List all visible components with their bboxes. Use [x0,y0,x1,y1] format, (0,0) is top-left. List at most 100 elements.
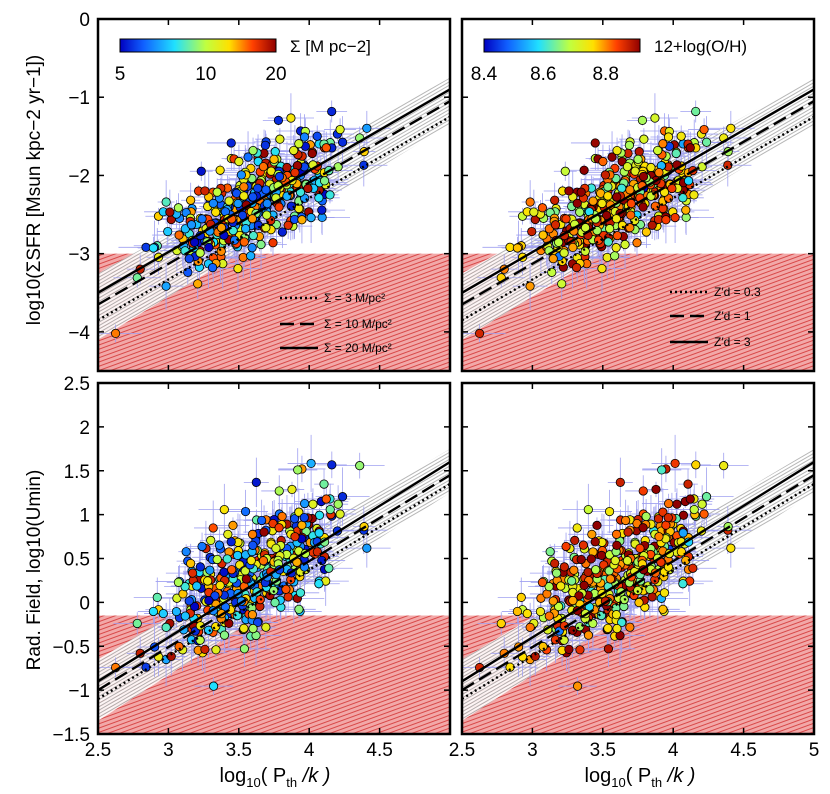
data-point [654,167,664,178]
data-point [626,198,636,209]
data-point [219,505,229,515]
data-point [653,514,664,524]
data-point [247,529,258,539]
colorbar-label: 12+log(O/H) [654,37,747,56]
data-point [228,520,238,531]
data-point [258,162,269,172]
y-tick-label: 2 [79,418,90,439]
data-point [253,183,263,193]
data-point [192,581,202,591]
data-point [297,215,307,225]
data-point [337,492,348,502]
data-point [529,207,539,217]
data-point [516,592,526,602]
data-point [658,139,668,149]
data-point [294,139,304,149]
data-point [691,460,701,470]
data-point [210,591,220,601]
data-point [333,499,343,509]
data-point [641,227,651,237]
data-point [248,145,258,156]
data-point [161,281,171,291]
data-point [653,145,663,156]
data-point [362,123,372,133]
data-point [203,576,213,586]
colorbar-tick: 8.6 [530,64,556,85]
data-point [474,328,485,339]
data-point [196,166,206,176]
data-point [579,165,589,175]
data-point [597,264,607,274]
data-point [612,230,622,241]
data-point [219,567,229,577]
data-point [148,606,158,617]
data-point [132,618,142,629]
data-point [317,205,327,215]
data-point [638,202,648,212]
data-point [206,535,216,545]
data-point [208,198,218,208]
data-point [622,162,633,172]
data-point [193,279,203,289]
data-point [548,254,558,264]
data-point [337,137,348,147]
data-point [227,565,237,575]
data-point [726,543,736,553]
data-point [261,622,271,632]
model-line-dotted [98,482,450,700]
data-point [290,532,300,542]
axes-frame [96,17,452,373]
x-tick-label: 3.5 [226,740,252,761]
data-point [243,152,253,162]
data-point [604,506,615,517]
data-point [158,608,168,619]
data-point [200,644,210,654]
data-point [268,238,278,248]
data-point [239,191,249,201]
data-point [314,528,324,538]
data-point [195,635,205,645]
data-point [274,523,284,533]
data-point [247,243,257,253]
data-point [215,165,225,175]
data-point [560,166,570,176]
model-line-solid [98,88,450,294]
data-point [572,198,582,208]
data-points [110,458,372,691]
y-tick-label: 2.5 [64,374,90,395]
data-point [605,224,615,234]
x-tick-label: 3 [163,740,174,761]
y-tick-label: −1 [68,681,90,702]
data-point [273,115,284,125]
data-point [683,176,694,186]
data-point [208,523,218,533]
data-point [283,220,293,230]
data-point [676,131,686,141]
data-point [607,152,617,162]
data-point [275,134,285,144]
data-point [314,193,324,203]
data-point [260,140,270,150]
data-point [681,205,691,215]
panel-bottom-left: 2.5 3 3.5 4 4.5 2.5 2 1.5 1 0.5 0 −0.5 −1 −1.5 [52,374,452,761]
model-line-dashed [98,474,450,692]
data-point [588,196,598,206]
data-point [253,617,263,628]
data-point [603,237,613,247]
data-point [226,138,236,148]
data-point [247,214,258,224]
data-point [603,191,613,201]
data-point [187,568,198,578]
data-point [689,504,699,515]
data-point [634,147,644,157]
data-point [274,202,284,212]
data-point [248,230,258,241]
data-point [248,623,258,634]
data-point [236,170,246,180]
data-point [597,198,607,209]
data-point [307,148,317,159]
data-point [110,328,121,339]
data-point [658,507,668,517]
data-point [319,479,329,489]
